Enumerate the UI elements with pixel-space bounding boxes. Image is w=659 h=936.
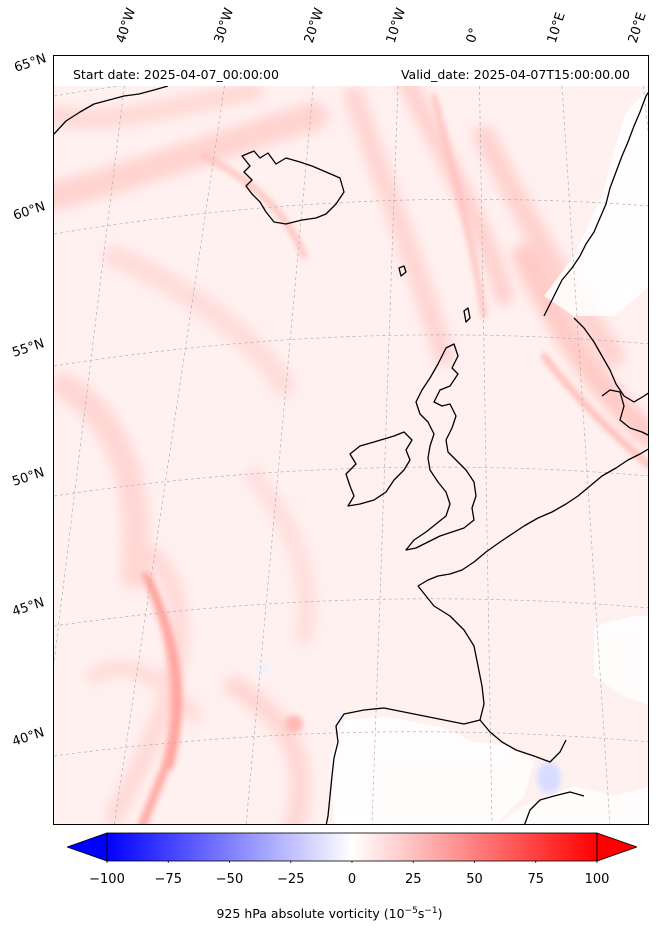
colorbar-high-extend: [596, 832, 637, 862]
colorbar-tick-label: 75: [527, 872, 545, 887]
lon-label-20w: 20°W: [301, 6, 328, 45]
sweden-coast: [573, 317, 648, 403]
lon-label-0: 0°: [463, 26, 483, 45]
lat-label-60n: 60°N: [11, 199, 48, 224]
colorbar-tick-label: −75: [154, 872, 182, 887]
scandinavia-land: [544, 88, 648, 316]
lat-label-65n: 65°N: [12, 51, 49, 76]
colorbar-gradient: [106, 832, 598, 862]
africa-coast: [524, 791, 585, 824]
vorticity-streaks: [54, 67, 648, 824]
spain-east-coast: [479, 719, 567, 763]
colorbar-tick-label: 0: [347, 872, 357, 887]
shetland-coast: [463, 307, 471, 323]
vorticity-map: [54, 56, 648, 824]
lon-label-30w: 30°W: [211, 6, 238, 45]
biscay-coast: [417, 585, 485, 721]
faroe-coast: [398, 265, 407, 277]
colorbar-label-exp1: −5: [404, 906, 418, 916]
colorbar: [67, 832, 637, 863]
iberia-coast: [325, 707, 481, 824]
norway-coast: [543, 91, 648, 317]
colorbar-tick-label: −50: [215, 872, 244, 887]
colorbar-label: 925 hPa absolute vorticity (10−5s−1): [0, 906, 659, 921]
colorbar-tick-label: −100: [89, 872, 125, 887]
iberia-land: [330, 716, 534, 824]
colorbar-tick-label: 100: [584, 872, 610, 887]
map-frame[interactable]: Start date: 2025-04-07_00:00:00 Valid_da…: [53, 55, 649, 825]
header-strip: Start date: 2025-04-07_00:00:00 Valid_da…: [54, 56, 648, 86]
colorbar-tick-label: −25: [277, 872, 305, 887]
colorbar-label-end: ): [437, 906, 443, 922]
colorbar-label-main: 925 hPa absolute vorticity (10: [216, 906, 405, 922]
vorticity-strong-band: [137, 93, 648, 824]
colorbar-tick-label: 25: [404, 872, 422, 887]
lat-label-45n: 45°N: [10, 595, 47, 620]
alps-land: [594, 616, 648, 706]
greenland-coast: [54, 85, 169, 135]
france-coast: [417, 448, 648, 587]
colorbar-tick-label: 50: [466, 872, 483, 887]
vorticity-field-base: [54, 56, 648, 824]
negative-vorticity-patches: [258, 663, 561, 794]
lat-label-40n: 40°N: [10, 725, 47, 750]
lat-label-50n: 50°N: [10, 465, 47, 490]
ireland-coast: [345, 431, 413, 507]
denmark-coast: [601, 389, 648, 436]
north-africa-land: [497, 786, 648, 824]
lat-label-55n: 55°N: [10, 336, 47, 361]
lon-label-40w: 40°W: [113, 6, 140, 45]
start-date-label: Start date: 2025-04-07_00:00:00: [73, 67, 279, 82]
valid-date-label: Valid_date: 2025-04-07T15:00:00.00: [400, 67, 630, 82]
great-britain-coast: [405, 343, 477, 551]
lon-label-10e: 10°E: [544, 10, 569, 46]
colorbar-label-exp2: −1: [424, 906, 438, 916]
colorbar-label-mid: s: [417, 906, 425, 922]
colorbar-low-extend: [67, 832, 108, 862]
colorbar-tickmarks: [106, 861, 598, 863]
coastlines: [54, 85, 648, 824]
lon-label-20e: 20°E: [625, 10, 650, 46]
lon-label-10w: 10°W: [383, 6, 410, 45]
land-masses: [330, 88, 648, 824]
iceland-coast: [241, 150, 345, 225]
